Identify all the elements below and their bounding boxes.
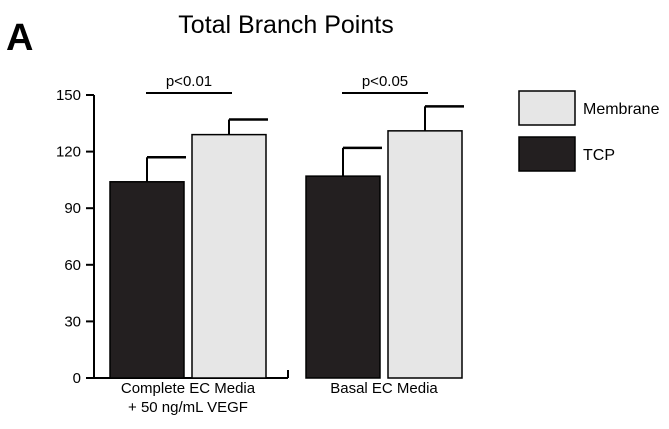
significance-annotations: p<0.01 p<0.05 [146,73,428,94]
legend: Membrane TCP [518,90,660,172]
bar [191,133,267,379]
legend-swatch [518,90,576,126]
x-category-label: Basal EC Media [330,380,438,397]
legend-label: Membrane [583,101,660,118]
significance-label: p<0.05 [362,73,408,90]
bar [109,181,185,379]
y-tick-label: 120 [56,144,81,161]
axes: 0 30 60 90 120 150 Complete EC Media + 50 ng/mL… [56,87,438,416]
legend-label: TCP [583,147,615,164]
legend-swatch [518,136,576,172]
y-tick-label: 0 [73,370,81,387]
y-tick-label: 90 [64,200,81,217]
y-tick-label: 30 [64,313,81,330]
bars [109,105,464,379]
significance-label: p<0.01 [166,73,212,90]
x-category-label: + 50 ng/mL VEGF [128,399,248,416]
chart-title: Total Branch Points [178,11,393,39]
bar [305,175,381,379]
y-tick-label: 60 [64,257,81,274]
y-tick-label: 150 [56,87,81,104]
bar [387,130,463,379]
x-category-label: Complete EC Media [121,380,256,397]
panel-letter: A [6,17,33,59]
